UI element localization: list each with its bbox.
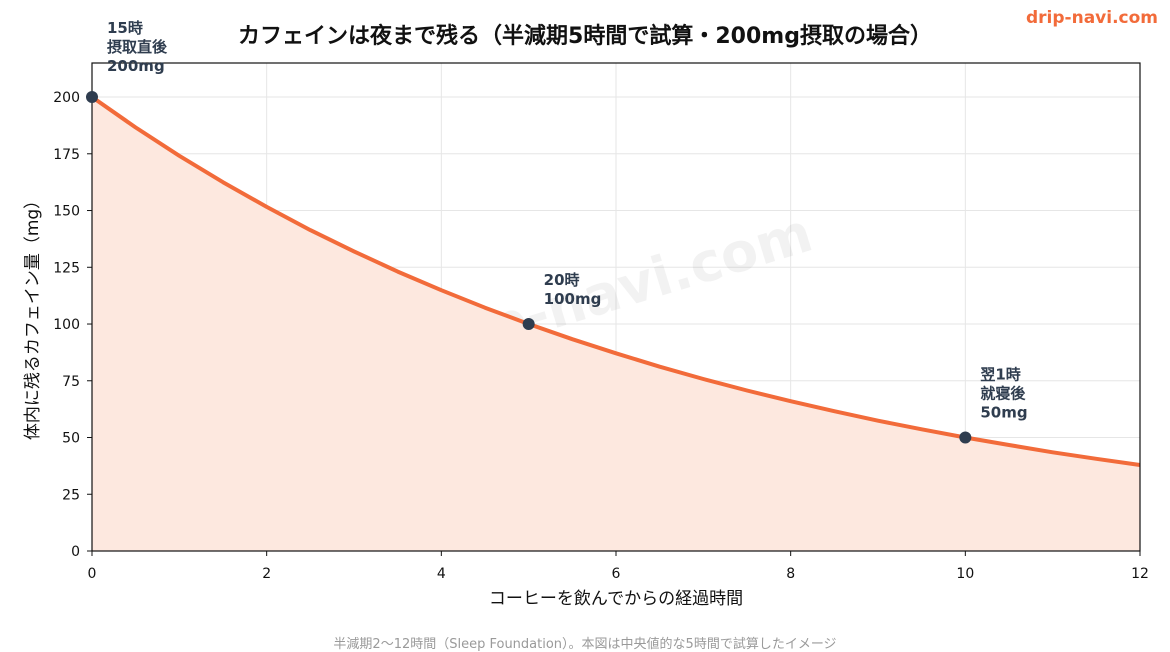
brand-logo-text: drip-navi.com — [1025, 8, 1158, 28]
y-tick-label: 200 — [53, 90, 80, 106]
point-annotation: 100mg — [544, 290, 602, 308]
x-tick-label: 6 — [612, 566, 621, 582]
x-tick-label: 2 — [262, 566, 271, 582]
y-tick-label: 0 — [71, 544, 80, 560]
y-axis-label: 体内に残るカフェイン量（mg） — [23, 192, 43, 440]
point-annotation: 200mg — [107, 57, 165, 75]
data-point — [959, 431, 972, 444]
axis-ticks: 0 2 4 6 8 10 12 0 25 50 75 100 125 150 175 200 — [53, 90, 1149, 582]
point-annotation: 50mg — [980, 404, 1027, 422]
x-tick-label: 4 — [437, 566, 446, 582]
point-annotation: 15時 — [107, 19, 143, 37]
y-tick-label: 150 — [53, 204, 80, 220]
y-tick-label: 100 — [53, 317, 80, 333]
data-point — [86, 91, 98, 104]
y-tick-label: 75 — [62, 374, 80, 390]
chart-title: カフェインは夜まで残る（半減期5時間で試算・200mg摂取の場合） — [238, 24, 932, 49]
x-tick-label: 0 — [88, 566, 97, 582]
data-point — [522, 318, 535, 331]
y-tick-label: 50 — [62, 431, 80, 447]
area-fill — [92, 97, 1140, 551]
x-axis-label: コーヒーを飲んでからの経過時間 — [489, 589, 743, 609]
point-annotation: 翌1時 — [980, 366, 1020, 384]
point-annotation: 20時 — [544, 271, 580, 289]
y-tick-label: 175 — [53, 147, 80, 163]
point-annotation: 摂取直後 — [107, 38, 168, 56]
x-tick-label: 10 — [956, 566, 974, 582]
x-tick-label: 8 — [786, 566, 795, 582]
point-annotation: 就寝後 — [980, 385, 1026, 403]
x-tick-label: 12 — [1131, 566, 1149, 582]
footnote: 半減期2〜12時間（Sleep Foundation）。本図は中央値的な5時間で… — [333, 637, 837, 652]
y-tick-label: 125 — [53, 260, 80, 276]
y-tick-label: 25 — [62, 487, 80, 503]
